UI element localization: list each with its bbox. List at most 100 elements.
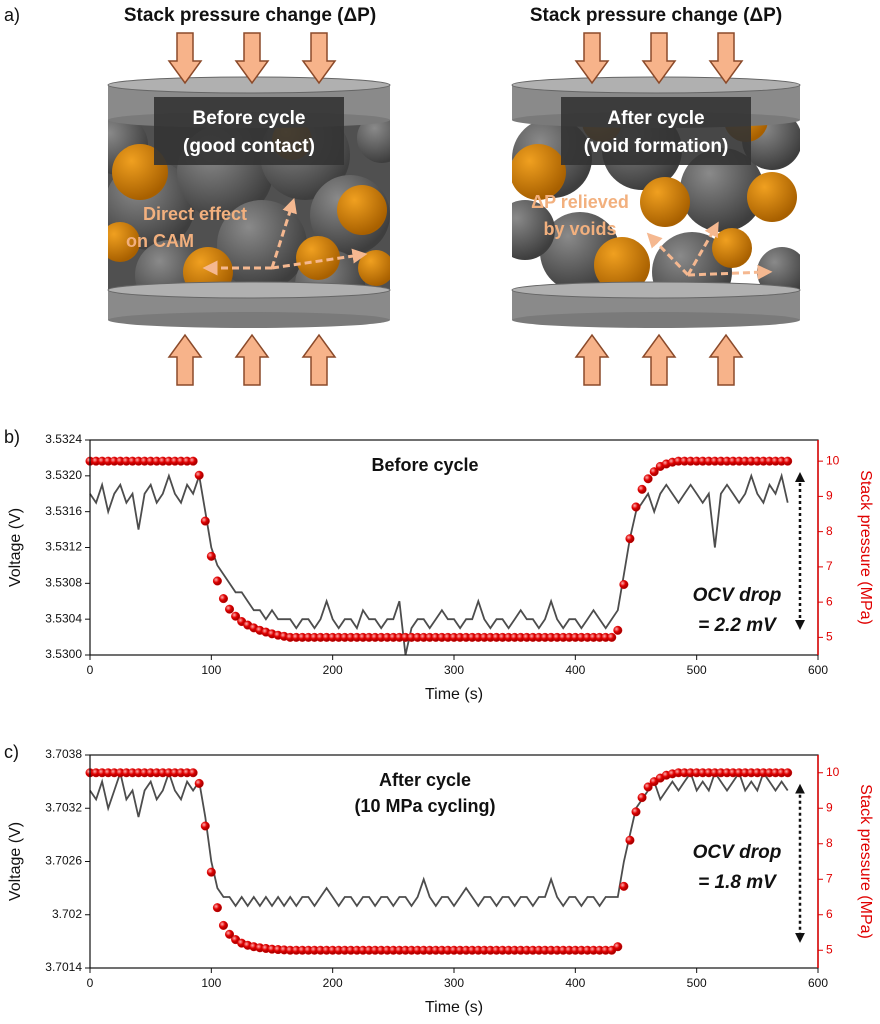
- plate-top: [511, 281, 801, 299]
- pressure-point: [200, 821, 210, 831]
- y2-axis-label: Stack pressure (MPa): [857, 784, 874, 939]
- y-tick-label: 3.7026: [45, 854, 82, 868]
- voltage-line: [89, 769, 789, 908]
- x-tick-label: 600: [808, 976, 828, 990]
- panel-label: c): [4, 742, 19, 762]
- y-tick-label: 3.5300: [45, 647, 82, 661]
- pressure-point: [194, 778, 204, 788]
- x-tick-label: 300: [444, 663, 464, 677]
- cam-particle: [712, 228, 752, 268]
- y2-tick-label: 5: [826, 942, 833, 956]
- pressure-point: [188, 456, 198, 466]
- electrolyte-particle: [512, 200, 555, 260]
- pressure-arrow: [301, 333, 337, 386]
- y2-tick-label: 7: [826, 871, 833, 885]
- cam-particle: [640, 177, 690, 227]
- panel-label: a): [4, 5, 20, 25]
- y2-tick-label: 7: [826, 559, 833, 573]
- pressure-point: [212, 576, 222, 586]
- y2-axis-label: Stack pressure (MPa): [857, 470, 874, 625]
- pressure-arrow: [234, 32, 270, 85]
- pressure-arrow: [641, 333, 677, 386]
- y-tick-label: 3.5304: [45, 611, 82, 625]
- box-text: (void formation): [584, 136, 729, 157]
- chart-title: (10 MPa cycling): [354, 796, 495, 816]
- chart-title: After cycle: [379, 770, 471, 790]
- y-tick-label: 3.5316: [45, 504, 82, 518]
- y2-tick-label: 5: [826, 630, 833, 644]
- pressure-point: [631, 502, 641, 512]
- y2-tick-label: 6: [826, 907, 833, 921]
- y2-tick-label: 10: [826, 453, 840, 467]
- pressure-arrow: [234, 333, 270, 386]
- pressure-point: [607, 632, 617, 642]
- diagram-title: Stack pressure change (ΔP): [530, 5, 782, 26]
- chart-title: Before cycle: [371, 455, 478, 475]
- x-tick-label: 200: [323, 663, 343, 677]
- x-tick-label: 400: [565, 663, 585, 677]
- y2-tick-label: 8: [826, 836, 833, 850]
- pressure-point: [637, 793, 647, 803]
- pressure-point: [649, 467, 659, 477]
- panel-label: b): [4, 427, 20, 447]
- force-arrow: [646, 232, 690, 277]
- x-tick-label: 0: [87, 663, 94, 677]
- pressure-point: [619, 580, 629, 590]
- annotation: = 1.8 mV: [698, 872, 777, 893]
- force-arrow: [687, 264, 773, 280]
- y-axis-label: Voltage (V): [7, 508, 24, 587]
- pressure-point: [643, 782, 653, 792]
- pressure-point: [218, 594, 228, 604]
- plate-top: [107, 281, 391, 299]
- y-tick-label: 3.5312: [45, 540, 82, 554]
- pressure-point: [783, 768, 793, 778]
- note: Direct effect: [143, 204, 247, 224]
- pressure-point: [631, 807, 641, 817]
- label-box: [154, 97, 344, 165]
- pressure-point: [637, 484, 647, 494]
- x-tick-label: 100: [201, 663, 221, 677]
- chart: b) 0 100 200 300 400 500 600 3.5300 3.5304 3.5308 3…: [4, 427, 874, 703]
- box-text: After cycle: [607, 108, 704, 129]
- y2-tick-label: 6: [826, 594, 833, 608]
- pressure-point: [212, 903, 222, 913]
- pressure-point: [619, 881, 629, 891]
- force-arrow: [271, 248, 368, 270]
- cam-particle: [337, 185, 387, 235]
- y-tick-label: 3.5324: [45, 432, 82, 446]
- x-tick-label: 200: [323, 976, 343, 990]
- pressure-point: [225, 604, 235, 614]
- y-tick-label: 3.5308: [45, 576, 82, 590]
- cam-particle: [108, 222, 140, 262]
- cam-particle: [747, 172, 797, 222]
- x-tick-label: 500: [687, 976, 707, 990]
- pressure-arrow: [708, 333, 744, 386]
- pressure-point: [625, 534, 635, 544]
- x-axis-label: Time (s): [425, 686, 483, 703]
- note: by voids: [543, 219, 616, 239]
- y-tick-label: 3.7014: [45, 960, 82, 974]
- x-axis-label: Time (s): [425, 999, 483, 1016]
- pressure-arrow: [574, 333, 610, 386]
- annotation: = 2.2 mV: [698, 615, 777, 636]
- electrolyte-particle: [357, 113, 390, 163]
- x-tick-label: 100: [201, 976, 221, 990]
- pressure-point: [206, 551, 216, 561]
- cam-particle: [296, 236, 340, 280]
- electrolyte-particle: [680, 148, 764, 232]
- force-arrow: [270, 197, 297, 269]
- pressure-point: [643, 474, 653, 484]
- box-text: Before cycle: [192, 108, 305, 129]
- pressure-point: [613, 625, 623, 635]
- y2-tick-label: 10: [826, 765, 840, 779]
- force-arrow: [686, 221, 719, 276]
- y2-tick-label: 9: [826, 489, 833, 503]
- panel-a: a) Stack pressure change (ΔP) Stack pres…: [4, 5, 801, 386]
- plate-edge: [108, 312, 390, 328]
- x-tick-label: 300: [444, 976, 464, 990]
- y2-tick-label: 8: [826, 524, 833, 538]
- pressure-point: [206, 867, 216, 877]
- x-tick-label: 600: [808, 663, 828, 677]
- x-tick-label: 0: [87, 976, 94, 990]
- x-tick-label: 500: [687, 663, 707, 677]
